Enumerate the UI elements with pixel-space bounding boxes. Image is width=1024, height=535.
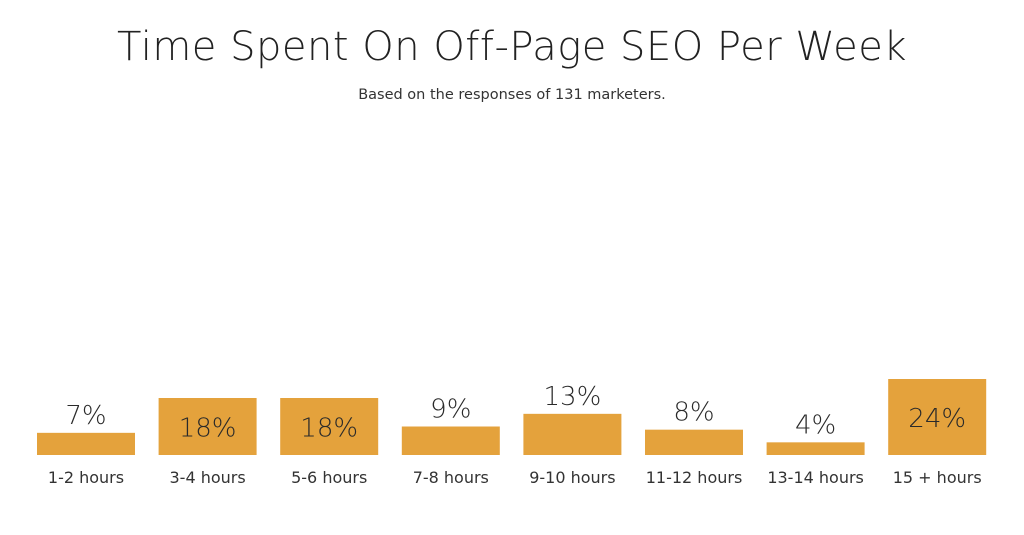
category-label-5: 9-10 hours <box>529 468 615 487</box>
category-label-4: 7-8 hours <box>413 468 489 487</box>
category-label-2: 3-4 hours <box>169 468 245 487</box>
bar-value-label-4: 9% <box>430 395 471 425</box>
bar-8 <box>888 379 987 455</box>
bar-6 <box>645 429 743 455</box>
category-label-6: 11-12 hours <box>646 468 743 487</box>
bar-5 <box>523 413 622 455</box>
category-label-8: 15 + hours <box>893 468 982 487</box>
bar-7 <box>766 442 865 455</box>
bar-value-label-2: 18% <box>179 414 237 444</box>
category-label-1: 1-2 hours <box>48 468 124 487</box>
bar-value-label-7: 4% <box>795 410 836 440</box>
bar-1 <box>37 432 135 455</box>
bar-4 <box>401 426 500 455</box>
bar-value-label-6: 8% <box>673 398 714 428</box>
bar-value-label-3: 18% <box>300 414 358 444</box>
bar-2 <box>158 398 257 455</box>
bar-value-label-8: 24% <box>908 404 966 434</box>
category-label-3: 5-6 hours <box>291 468 367 487</box>
chart-title: Time Spent On Off-Page SEO Per Week <box>117 24 907 70</box>
category-label-7: 13-14 hours <box>767 468 864 487</box>
bar-value-label-5: 13% <box>544 382 602 412</box>
chart-subtitle: Based on the responses of 131 marketers. <box>358 87 666 103</box>
bar-value-label-1: 7% <box>65 401 106 431</box>
bar-3 <box>280 398 379 455</box>
